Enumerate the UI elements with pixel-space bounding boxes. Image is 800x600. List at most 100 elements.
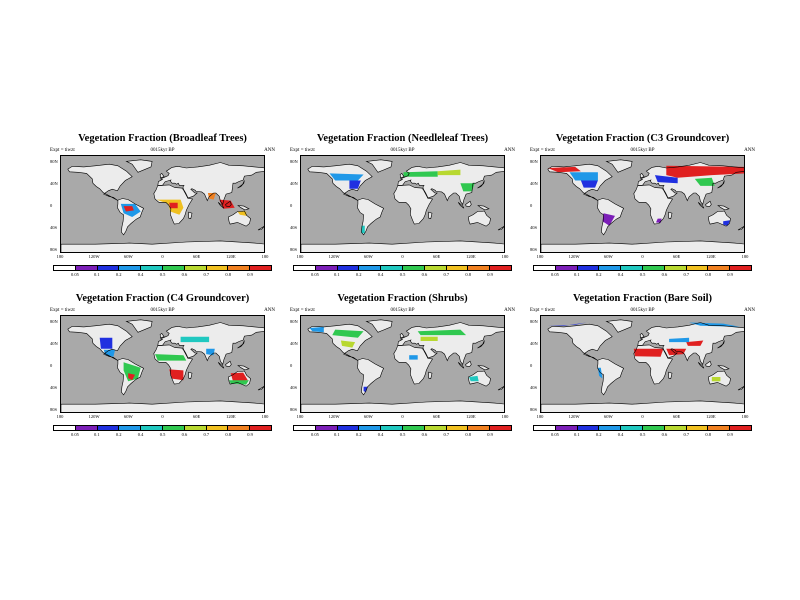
colorbar-swatch — [577, 426, 600, 430]
vegetation-fraction-region — [420, 336, 438, 341]
landmass — [366, 319, 393, 333]
vegetation-fraction-region — [460, 183, 475, 192]
colorbar-label: 0.05 — [310, 432, 319, 437]
longitude-label: 60E — [193, 254, 201, 259]
landmass — [238, 365, 249, 370]
coastline — [465, 360, 472, 367]
coastline — [717, 340, 725, 349]
world-map — [60, 155, 265, 253]
coastline — [737, 385, 744, 391]
coastline — [668, 211, 673, 219]
colorbar-swatch — [162, 266, 185, 270]
coastline — [257, 385, 264, 391]
map-panel: Vegetation Fraction (Needleleaf Trees) Ex… — [290, 133, 515, 283]
colorbar-swatch — [184, 266, 207, 270]
coastline — [225, 360, 232, 367]
landmass — [606, 319, 633, 333]
colorbar-swatch — [446, 426, 469, 430]
vegetation-fraction-region — [128, 373, 135, 381]
landmass — [597, 358, 624, 395]
coastline — [61, 400, 264, 412]
colorbar-swatch — [359, 426, 382, 430]
coastline — [737, 225, 744, 231]
vegetation-fraction-region — [332, 329, 364, 338]
longitude-label: 60W — [123, 254, 133, 259]
colorbar — [53, 265, 272, 271]
longitude-label: 180 — [501, 254, 509, 259]
colorbar-label: 0.7 — [443, 432, 450, 437]
colorbar-swatch — [534, 426, 556, 430]
latitude-label: 80S — [530, 407, 538, 412]
colorbar-label: 0.9 — [247, 272, 253, 277]
coastline — [125, 159, 153, 173]
colorbar-label: 0.1 — [93, 272, 100, 277]
longitude-label: 60E — [193, 414, 201, 419]
colorbar-swatch — [642, 266, 665, 270]
colorbar-swatch — [402, 426, 425, 430]
coastline — [225, 200, 232, 207]
colorbar-label: 0.05 — [70, 272, 79, 277]
longitude-label: 0 — [641, 414, 644, 419]
latitude-label: 40N — [290, 341, 298, 346]
colorbar-label: 0.9 — [487, 432, 493, 437]
coastline — [497, 385, 504, 391]
colorbar-swatch — [250, 266, 271, 270]
longitude-label: 120E — [466, 254, 476, 259]
longitude-label: 180 — [501, 414, 509, 419]
latitude-label: 80S — [290, 407, 298, 412]
latitude-label: 80S — [530, 247, 538, 252]
coastline — [237, 365, 250, 371]
colorbar-label: 0.9 — [727, 432, 733, 437]
colorbar-swatch — [162, 426, 185, 430]
colorbar-swatch — [708, 266, 731, 270]
colorbar-label: 0.5 — [399, 432, 406, 437]
colorbar-label: 0.2 — [115, 272, 122, 277]
coastline — [125, 319, 153, 333]
landmass — [465, 201, 472, 207]
latitude-label: 40N — [50, 181, 58, 186]
vegetation-fraction-region — [666, 348, 687, 356]
colorbar-swatch — [490, 426, 511, 430]
vegetation-fraction-region — [99, 337, 113, 349]
vegetation-fraction-region — [417, 329, 467, 336]
longitude-label: 60E — [673, 414, 681, 419]
coastline — [708, 210, 731, 227]
world-map — [540, 155, 745, 253]
colorbar-label: 0.6 — [181, 272, 188, 277]
coastline — [547, 163, 613, 201]
latitude-label: 80N — [50, 319, 58, 324]
colorbar-label: 0.2 — [595, 272, 602, 277]
colorbar-swatch — [708, 426, 731, 430]
colorbar-label: 0.4 — [617, 432, 624, 437]
map-canvas — [61, 159, 264, 252]
colorbar-swatch — [97, 426, 120, 430]
landmass — [705, 361, 712, 367]
latitude-label: 80N — [530, 159, 538, 164]
colorbar-swatch — [315, 426, 338, 430]
coastline — [541, 240, 744, 252]
latitude-label: 0 — [50, 363, 53, 368]
longitude-label: 180 — [296, 254, 304, 259]
landmass — [157, 322, 264, 365]
colorbar-swatch — [119, 266, 142, 270]
coastline — [668, 371, 673, 379]
landmass — [393, 184, 433, 225]
colorbar-label: 0.2 — [595, 432, 602, 437]
landmass — [478, 365, 489, 370]
longitude-label: 120W — [88, 414, 100, 419]
panel-title: Vegetation Fraction (Shrubs) — [337, 293, 468, 304]
colorbar-label: 0.2 — [355, 432, 362, 437]
coastline — [307, 163, 373, 201]
map-canvas — [61, 319, 264, 412]
coastline — [357, 198, 384, 236]
coastline — [397, 162, 504, 206]
coastline — [477, 365, 490, 371]
colorbar-label: 0.4 — [137, 272, 144, 277]
experiment-label: Expt = tiwzt — [50, 148, 75, 153]
vegetation-fraction-region — [361, 225, 365, 234]
latitude-label: 80N — [290, 159, 298, 164]
longitude-label: 120W — [568, 254, 580, 259]
colorbar-swatch — [402, 266, 425, 270]
colorbar-label: 0.8 — [705, 432, 711, 437]
colorbar-label: 0.7 — [683, 272, 690, 277]
